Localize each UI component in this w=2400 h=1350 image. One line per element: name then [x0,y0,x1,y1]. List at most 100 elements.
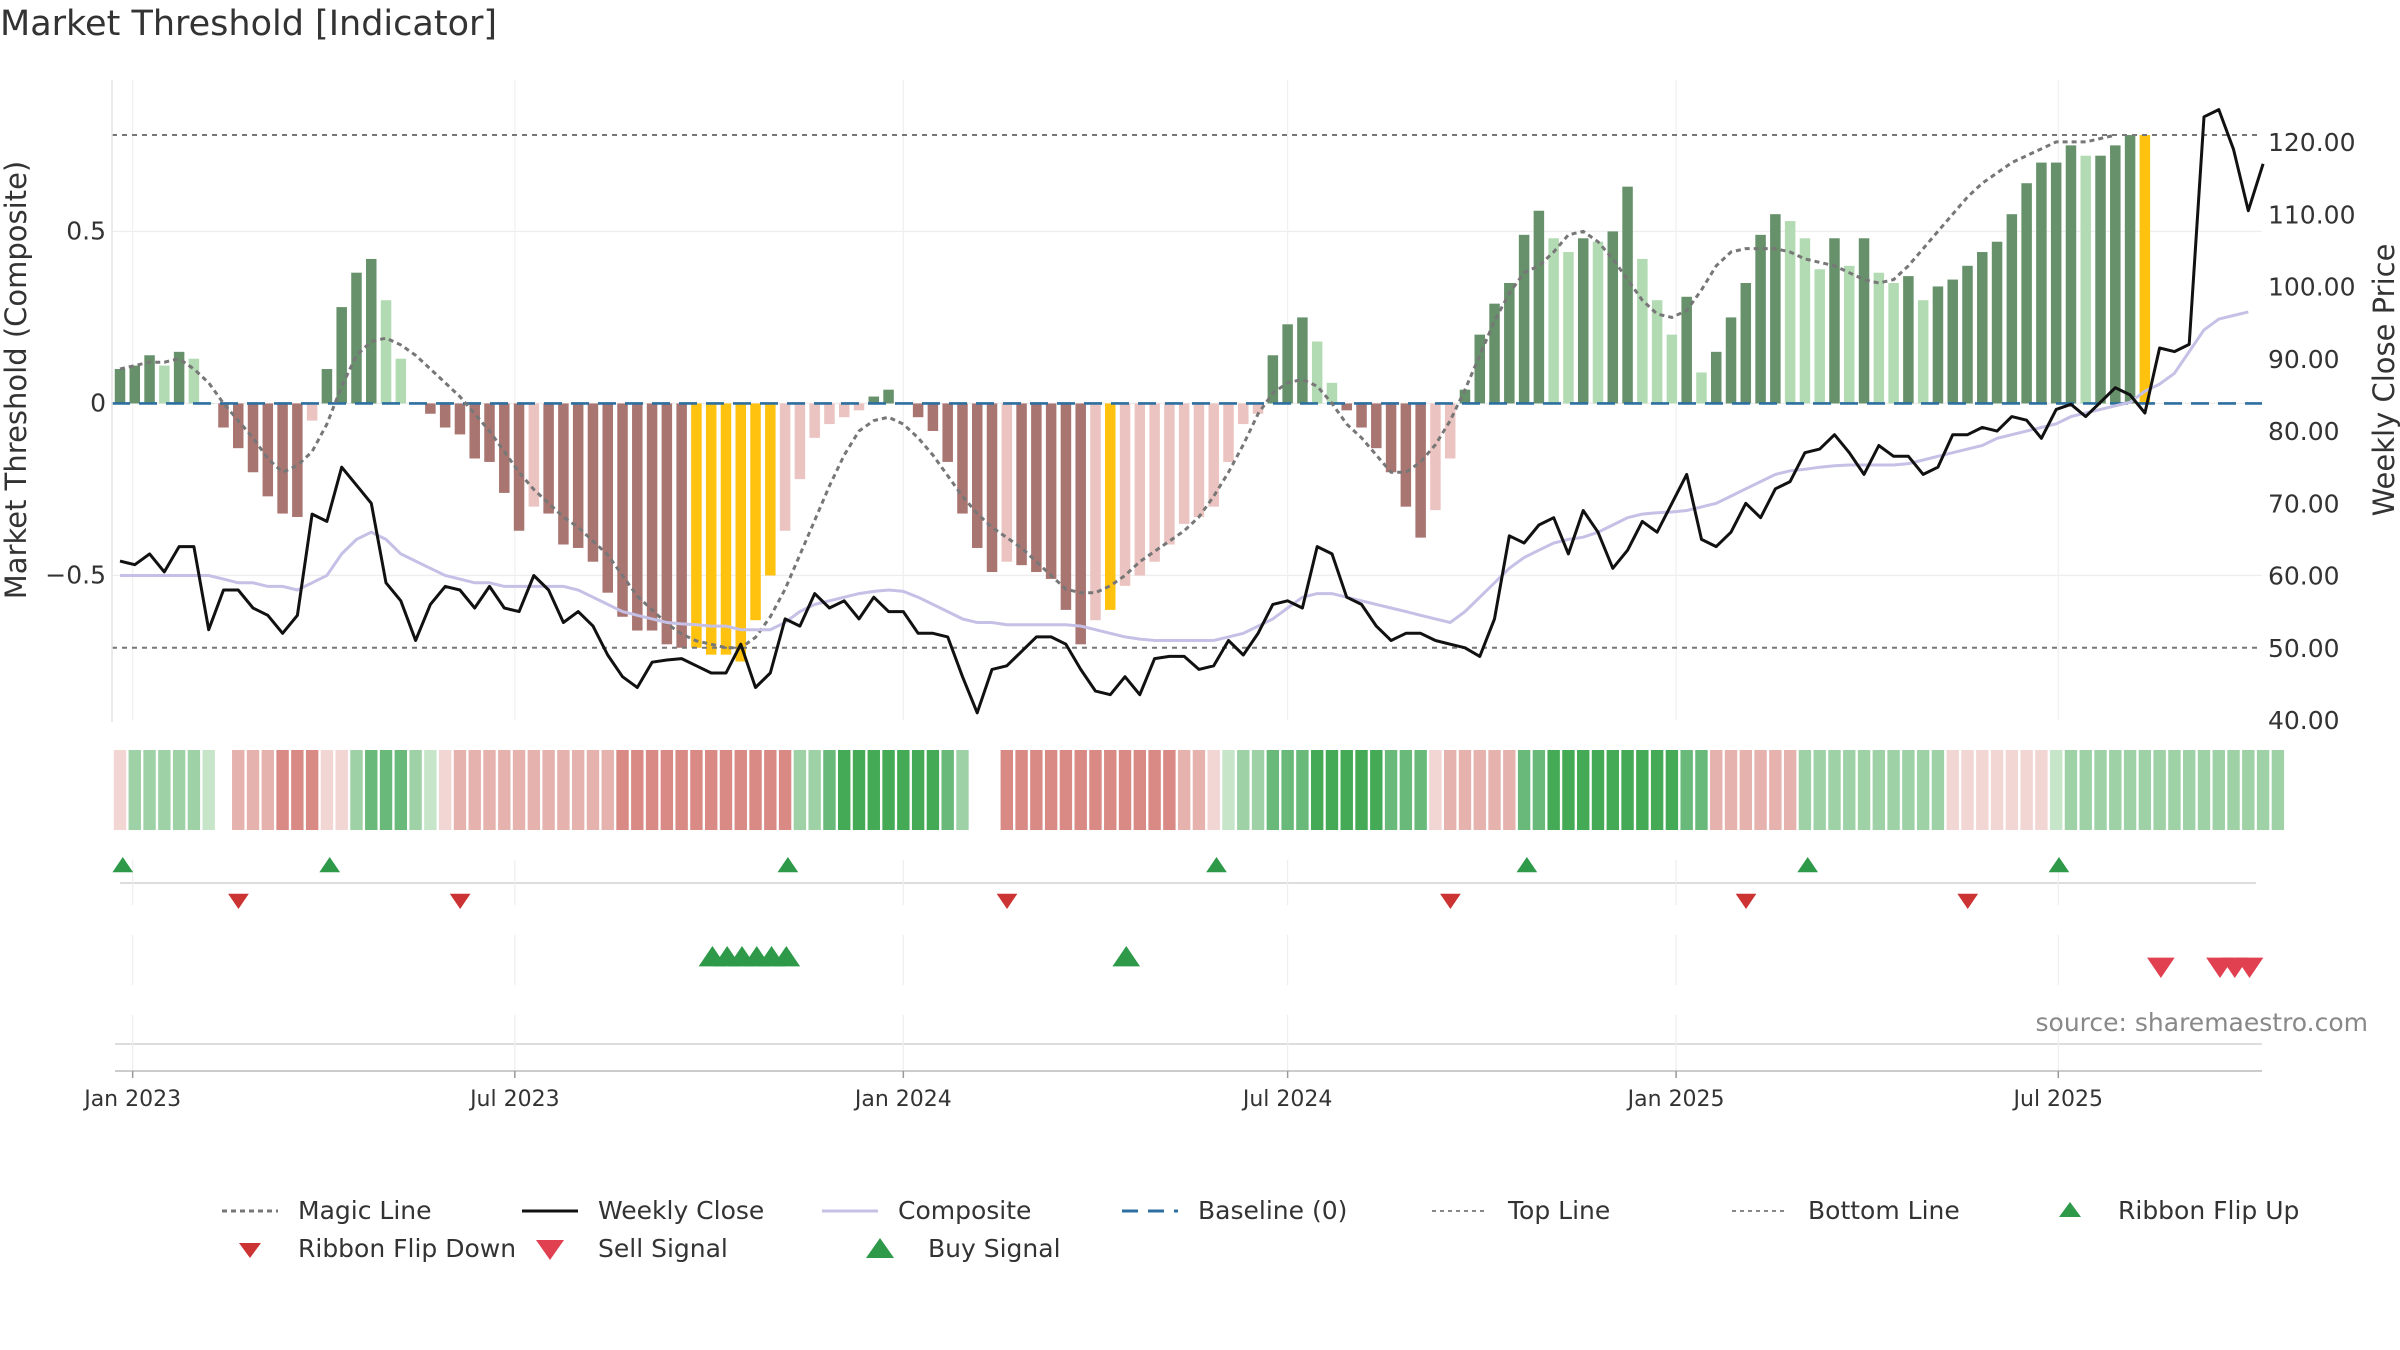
signal-markers [112,857,2264,1070]
ribbon-cell-43 [749,750,762,830]
composite-bar-26 [499,403,510,493]
ribbon-cell-117 [1843,750,1856,830]
ribbon-cell-78 [1266,750,1280,830]
composite-bar-2 [144,355,155,404]
ribbon-cell-70 [1148,750,1161,830]
ribbon-cell-134 [2094,750,2107,830]
composite-bar-91 [1459,389,1471,404]
composite-bar-137 [2139,135,2151,404]
ribbon-cell-73 [1192,750,1206,830]
ribbon-cell-104 [1650,750,1664,830]
composite-bar-44 [765,403,776,576]
composite-bar-106 [1681,296,1692,404]
left-tick-label-2: −0.5 [45,560,106,589]
sell-signal-0 [2147,957,2175,978]
ribbon-flip-down-5 [1957,893,1979,909]
ribbon-cell-81 [1310,750,1324,830]
ribbon-cell-113 [1783,750,1797,830]
chart-lines [112,108,2265,715]
composite-bar-47 [809,403,820,438]
composite-bar-135 [2110,145,2121,404]
right-tick-label-8: 40.00 [2268,706,2340,735]
ribbon-cell-15 [335,750,348,830]
ribbon-cell-27 [512,750,526,830]
composite-bar-83 [1341,403,1352,411]
magic-line [119,133,2116,650]
composite-bar-11 [277,403,288,514]
right-tick-label-6: 60.00 [2268,562,2340,591]
ribbon-cell-97 [1547,750,1560,830]
left-tick-label-0: 0.5 [66,216,106,245]
buy-signal-5 [772,946,801,967]
composite-bar-50 [853,403,865,411]
ribbon-cell-46 [793,750,807,830]
ribbon-cell-135 [2109,750,2122,830]
ribbon-cell-54 [911,750,925,830]
composite-bar-111 [1755,234,1766,404]
legend-swatch-7 [239,1242,261,1258]
ribbon-cell-33 [601,750,614,830]
composite-bar-90 [1444,403,1456,459]
ribbon-cell-0 [113,750,127,830]
composite-bar-102 [1622,186,1633,404]
ribbon-cell-109 [1724,750,1738,830]
composite-bar-3 [159,365,170,404]
right-tick-label-3: 90.00 [2268,345,2340,374]
ribbon-cell-114 [1798,750,1812,830]
composite-bar-125 [1962,265,1973,404]
composite-bar-119 [1873,272,1885,404]
composite-bar-132 [2065,145,2077,404]
ribbon-cell-94 [1503,750,1516,830]
legend-swatch-2 [822,1209,878,1212]
ribbon-cell-99 [1577,750,1590,830]
ribbon-cell-29 [542,750,555,830]
ribbon-cell-3 [158,750,171,830]
composite-bar-94 [1504,283,1515,404]
composite-bar-13 [306,403,318,421]
composite-bar-101 [1607,231,1619,404]
ribbon-cell-44 [764,750,777,830]
ribbon-cell-62 [1030,750,1043,830]
ribbon-cell-51 [867,750,880,830]
legend-label-6: Ribbon Flip Up [2118,1196,2300,1225]
composite-bar-61 [1016,403,1027,566]
ribbon-cell-120 [1887,750,1900,830]
composite-bar-79 [1282,324,1293,404]
ribbon-cell-57 [956,750,969,830]
composite-bar-120 [1888,283,1899,404]
legend-label-2: Composite [898,1196,1032,1225]
composite-bar-103 [1637,258,1648,404]
ribbon-cell-45 [778,750,792,830]
x-tick-label-0: Jan 2023 [82,1087,181,1112]
composite-bar-27 [513,403,525,531]
composite-bar-136 [2124,135,2136,404]
ribbon-cell-118 [1857,750,1871,830]
composite-bar-98 [1563,252,1574,404]
legend-label-1: Weekly Close [598,1196,765,1225]
composite-bar-8 [232,403,244,449]
ribbon-cell-4 [172,750,186,830]
ribbon-cell-123 [1931,750,1945,830]
composite-bar-60 [1001,403,1013,562]
ribbon-cell-82 [1325,750,1339,830]
composite-bar-92 [1474,334,1486,404]
composite-bar-22 [439,403,451,428]
x-tick-label-5: Jul 2025 [2012,1087,2104,1112]
composite-bar-48 [824,403,835,425]
legend-item-9: Buy Signal [850,1234,1061,1263]
composite-line [120,310,2249,642]
composite-bar-131 [2050,162,2062,404]
composite-bar-62 [1031,403,1042,573]
ribbon-cell-138 [2153,750,2166,830]
legend-label-9: Buy Signal [928,1234,1061,1263]
ribbon-cell-25 [483,750,496,830]
composite-bar-42 [735,403,747,662]
ribbon-cell-66 [1089,750,1102,830]
ribbon-cell-36 [645,750,659,830]
ribbon-cell-121 [1902,750,1915,830]
page-title: Market Threshold [Indicator] [0,4,498,44]
composite-bar-129 [2021,183,2032,404]
ribbon-cell-101 [1606,750,1619,830]
legend-item-4: Top Line [1430,1196,1610,1225]
